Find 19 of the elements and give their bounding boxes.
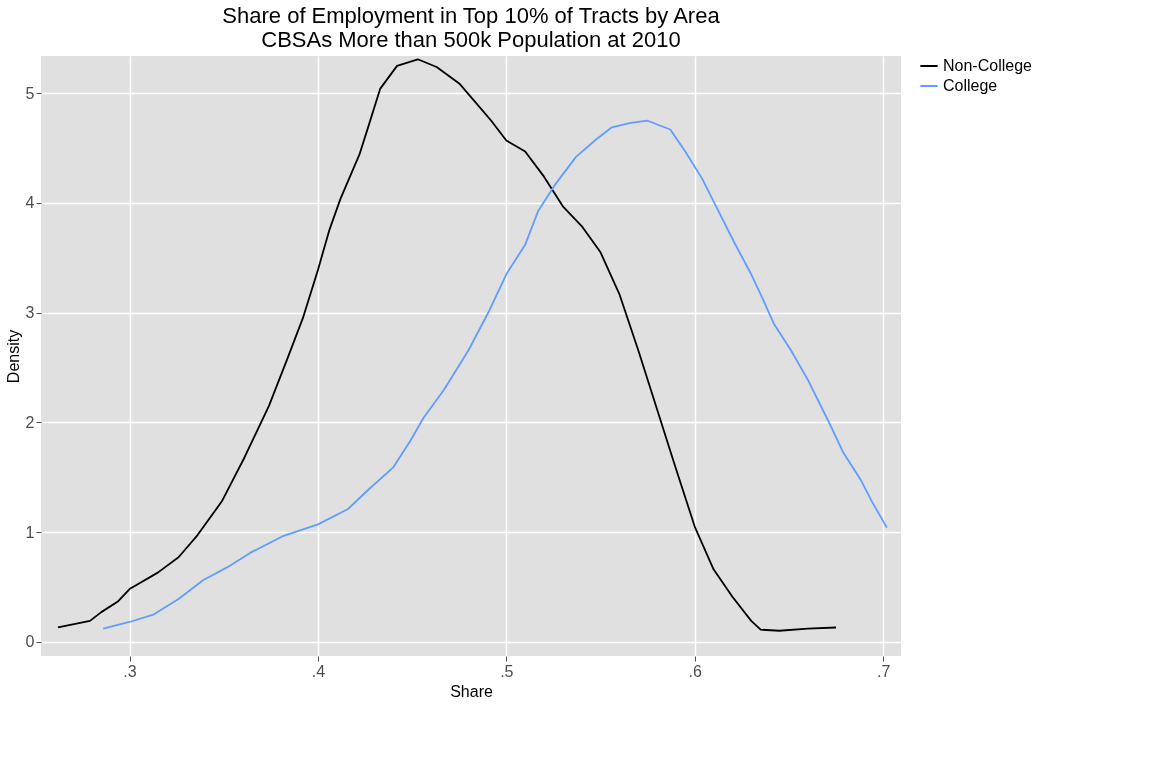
x-axis-title: Share: [450, 682, 493, 700]
y-tick-label: 2: [25, 413, 35, 431]
legend-label: College: [943, 77, 998, 94]
x-tick-label: .5: [500, 662, 514, 680]
chart-title: Share of Employment in Top 10% of Tracts by Area: [222, 3, 721, 28]
x-tick-label: .4: [311, 662, 326, 680]
y-tick-label: 1: [25, 523, 35, 541]
x-tick-label: .7: [876, 662, 891, 680]
y-axis-title: Density: [4, 329, 22, 384]
line-series: [102, 119, 888, 630]
y-tick-label: 0: [25, 633, 35, 651]
y-tick-label: 4: [25, 194, 35, 212]
chart-subtitle: CBSAs More than 500k Population at 2010: [261, 27, 681, 52]
line-series: [57, 58, 837, 632]
y-tick-label: 3: [25, 304, 35, 322]
legend-label: Non-College: [943, 57, 1033, 74]
x-tick-label: .3: [123, 662, 137, 680]
y-tick-label: 5: [25, 84, 35, 102]
x-tick-label: .6: [688, 662, 702, 680]
